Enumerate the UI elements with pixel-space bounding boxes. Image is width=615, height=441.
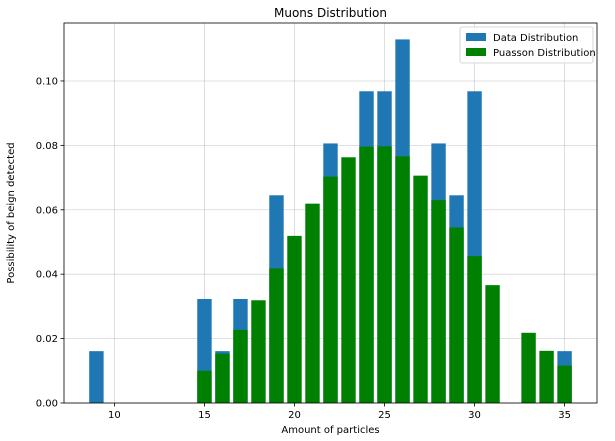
bar-puasson-distribution xyxy=(215,353,230,403)
x-tick-label: 10 xyxy=(108,410,121,421)
bar-puasson-distribution xyxy=(521,332,536,403)
bar-puasson-distribution xyxy=(359,146,374,403)
x-tick-label: 30 xyxy=(468,410,481,421)
y-axis-label: Possibility of beign detected xyxy=(6,142,17,283)
y-tick-label: 0.00 xyxy=(36,399,58,410)
bar-puasson-distribution xyxy=(269,268,284,403)
bar-puasson-distribution xyxy=(197,370,212,403)
legend-swatch-data-distribution xyxy=(466,33,486,41)
y-tick-label: 0.08 xyxy=(36,141,58,152)
y-tick-label: 0.06 xyxy=(36,205,58,216)
legend-box xyxy=(459,26,594,64)
bar-puasson-distribution xyxy=(467,256,482,403)
x-tick-label: 35 xyxy=(558,410,571,421)
bar-puasson-distribution xyxy=(287,235,302,403)
legend-label-data-distribution: Data Distribution xyxy=(493,33,578,44)
bar-puasson-distribution xyxy=(431,200,446,403)
bar-puasson-distribution xyxy=(341,157,356,403)
bar-puasson-distribution xyxy=(449,227,464,403)
y-tick-label: 0.02 xyxy=(36,334,58,345)
bar-puasson-distribution xyxy=(251,300,266,403)
bar-puasson-distribution xyxy=(395,156,410,403)
chart-title: Muons Distribution xyxy=(274,6,387,20)
y-tick-label: 0.04 xyxy=(36,270,58,281)
y-tick-label: 0.10 xyxy=(36,76,58,87)
bar-puasson-distribution xyxy=(377,146,392,403)
bar-puasson-distribution xyxy=(323,176,338,403)
legend: Data Distribution Puasson Distribution xyxy=(459,26,596,64)
bar-puasson-distribution xyxy=(233,329,248,403)
bars xyxy=(89,39,572,404)
x-tick-label: 25 xyxy=(378,410,391,421)
ticks: 10 15 20 25 30 35 0.00 0.02 0.04 0.06 0.08 0.10 xyxy=(36,76,571,421)
bar-data-distribution xyxy=(89,351,104,403)
x-tick-label: 20 xyxy=(288,410,301,421)
legend-swatch-puasson-distribution xyxy=(466,48,486,56)
bar-puasson-distribution xyxy=(305,203,320,403)
bar-puasson-distribution xyxy=(413,175,428,403)
x-axis-label: Amount of particles xyxy=(281,425,379,436)
x-tick-label: 15 xyxy=(198,410,211,421)
bar-puasson-distribution xyxy=(557,365,572,403)
axes-frame xyxy=(63,22,598,404)
bar-puasson-distribution xyxy=(539,350,554,403)
bar-puasson-distribution xyxy=(485,285,500,403)
legend-label-puasson-distribution: Puasson Distribution xyxy=(493,48,596,59)
